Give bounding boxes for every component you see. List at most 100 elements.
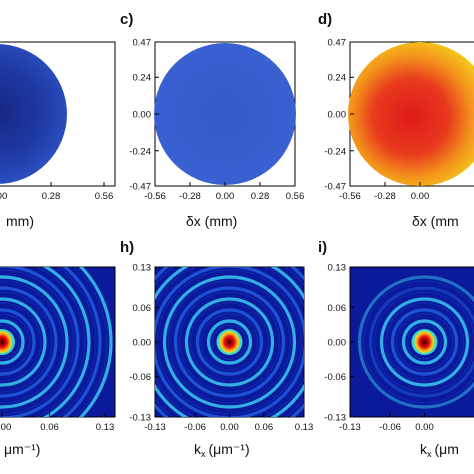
panel-b-xlabel: mm): [6, 213, 34, 229]
x-tick-label: 0.06: [255, 422, 274, 433]
panel-h-xlabel: kx (μm⁻¹): [194, 441, 250, 459]
x-tick-label: -0.28: [374, 191, 396, 202]
x-tick-label: -0.56: [144, 191, 166, 202]
panel-g-partial: 0.00 0.06 0.13 μm⁻¹): [0, 266, 116, 457]
diffraction-ring: [0, 267, 80, 417]
diffraction-ring: [357, 275, 474, 409]
y-tick-label: -0.47: [324, 182, 346, 193]
panel-i-rings: [357, 275, 474, 409]
panel-h-xlabel-sub: x: [201, 449, 206, 459]
x-tick-label: 0.06: [40, 422, 59, 433]
panel-h: h) -0.13 -0.06 0.00 0.06 0.130.130.060.00-0.…: [120, 239, 313, 459]
x-tick-label: 0.00: [415, 422, 434, 433]
diffraction-ring: [42, 267, 91, 417]
panel-i-xlabel: kx (μm: [420, 441, 459, 459]
panel-d-xlabel: δx (mm: [412, 213, 459, 229]
diffraction-ring-gap: [384, 302, 465, 382]
diffraction-ring-gap: [0, 280, 64, 404]
panel-d-disk: [348, 42, 474, 186]
diffraction-ring: [195, 308, 264, 376]
diffraction-ring: [368, 286, 474, 398]
x-tick-label: 0.00: [220, 422, 239, 433]
y-tick-label: 0.00: [133, 338, 152, 349]
diffraction-ring-gap: [0, 291, 53, 393]
x-tick-label: 0.56: [286, 191, 305, 202]
diffraction-ring-gap: [0, 302, 42, 382]
panel-d-partial: d) -0.56 -0.28 0.000.470.240.00-0.24-0.47 …: [318, 11, 474, 229]
central-peak: [414, 331, 435, 353]
panel-d-letter: d): [318, 11, 332, 28]
panel-c-letter: c): [120, 11, 133, 28]
x-tick-label: 0.00: [0, 422, 11, 433]
diffraction-ring: [162, 275, 297, 409]
diffraction-ring-gap: [189, 302, 270, 382]
diffraction-ring: [0, 308, 36, 376]
diffraction-ring: [379, 297, 470, 387]
x-tick-label: -0.28: [179, 191, 201, 202]
diffraction-ring: [401, 319, 448, 365]
y-tick-label: 0.24: [328, 73, 347, 84]
diffraction-ring: [184, 297, 275, 387]
y-tick-label: 0.00: [328, 338, 347, 349]
x-tick-label: 0.56: [95, 191, 114, 202]
y-tick-label: 0.47: [133, 38, 152, 49]
central-peak: [0, 331, 12, 353]
panel-i-xlabel-main: k: [420, 441, 428, 457]
y-tick-label: 0.47: [328, 38, 347, 49]
diffraction-ring: [0, 319, 25, 365]
diffraction-ring: [206, 319, 253, 365]
diffraction-ring-gap: [211, 324, 248, 360]
diffraction-ring: [62, 267, 102, 417]
central-peak: [219, 331, 240, 353]
diffraction-ring: [78, 267, 113, 417]
diffraction-ring: [0, 297, 47, 387]
x-tick-label: 0.13: [96, 422, 115, 433]
y-tick-label: 0.24: [133, 73, 152, 84]
panel-h-xlabel-main: k: [194, 441, 202, 457]
diffraction-ring-gap: [167, 280, 292, 404]
y-tick-label: -0.13: [324, 413, 346, 424]
diffraction-ring-gap: [36, 267, 86, 417]
y-tick-label: -0.06: [129, 372, 151, 383]
diffraction-ring-gap: [395, 313, 454, 371]
y-tick-label: -0.24: [129, 146, 151, 157]
panel-c: c) -0.56 -0.28 0.00 0.28 0.560.470.240.00-0.…: [120, 11, 304, 229]
panel-i-xlabel-sub: x: [427, 449, 432, 459]
diffraction-ring-gap: [362, 280, 474, 404]
panel-h-ticks: -0.13 -0.06 0.00 0.06 0.13 0.13 0.06 0.00 -0.06 -…: [129, 263, 313, 434]
x-tick-label: -0.56: [339, 191, 361, 202]
diffraction-ring-gap: [178, 291, 281, 393]
diffraction-ring: [173, 286, 286, 398]
diffraction-ring-gap: [74, 267, 108, 417]
diffraction-ring-gap: [406, 324, 443, 360]
panel-c-ticks: -0.56 -0.28 0.00 0.28 0.56 0.47 0.24 0.00 -0.24 -…: [129, 38, 304, 203]
x-tick-label: 0.00: [411, 191, 430, 202]
x-tick-label: 0.28: [42, 191, 61, 202]
panel-g-xticks: 0.00 0.06 0.13: [0, 413, 114, 433]
panel-d-ticks: -0.56 -0.28 0.00 0.47 0.24 0.00 -0.24 -0.47: [324, 38, 429, 203]
diffraction-ring: [390, 308, 459, 376]
panel-c-xlabel: δx (mm): [186, 213, 237, 229]
y-tick-label: 0.00: [133, 110, 152, 121]
x-tick-label: -0.13: [339, 422, 361, 433]
panel-i-letter: i): [318, 239, 327, 256]
panel-g-xlabel: μm⁻¹): [4, 441, 40, 457]
diffraction-ring-gap: [57, 267, 97, 417]
y-tick-label: 0.06: [328, 303, 347, 314]
panel-b-xticks: 0.00 0.28 0.56: [0, 182, 113, 202]
panel-h-rings: [155, 267, 304, 417]
y-tick-label: -0.24: [324, 146, 346, 157]
y-tick-label: 0.13: [328, 263, 347, 274]
x-tick-label: -0.06: [184, 422, 206, 433]
panel-g-rings: [0, 267, 113, 417]
x-tick-label: 0.28: [251, 191, 270, 202]
panel-i-ticks: -0.13 -0.06 0.00 0.13 0.06 0.00 -0.06 -0.13: [324, 263, 433, 434]
y-tick-label: -0.06: [324, 372, 346, 383]
panel-b-disk: [0, 44, 67, 184]
diffraction-ring: [0, 275, 69, 409]
x-tick-label: -0.06: [379, 422, 401, 433]
y-tick-label: -0.47: [129, 182, 151, 193]
panel-i-partial: i) -0.13 -0.06 0.00 0.13 0.06 0.00 -0.06-0.13 …: [318, 239, 474, 459]
y-tick-label: 0.00: [328, 110, 347, 121]
